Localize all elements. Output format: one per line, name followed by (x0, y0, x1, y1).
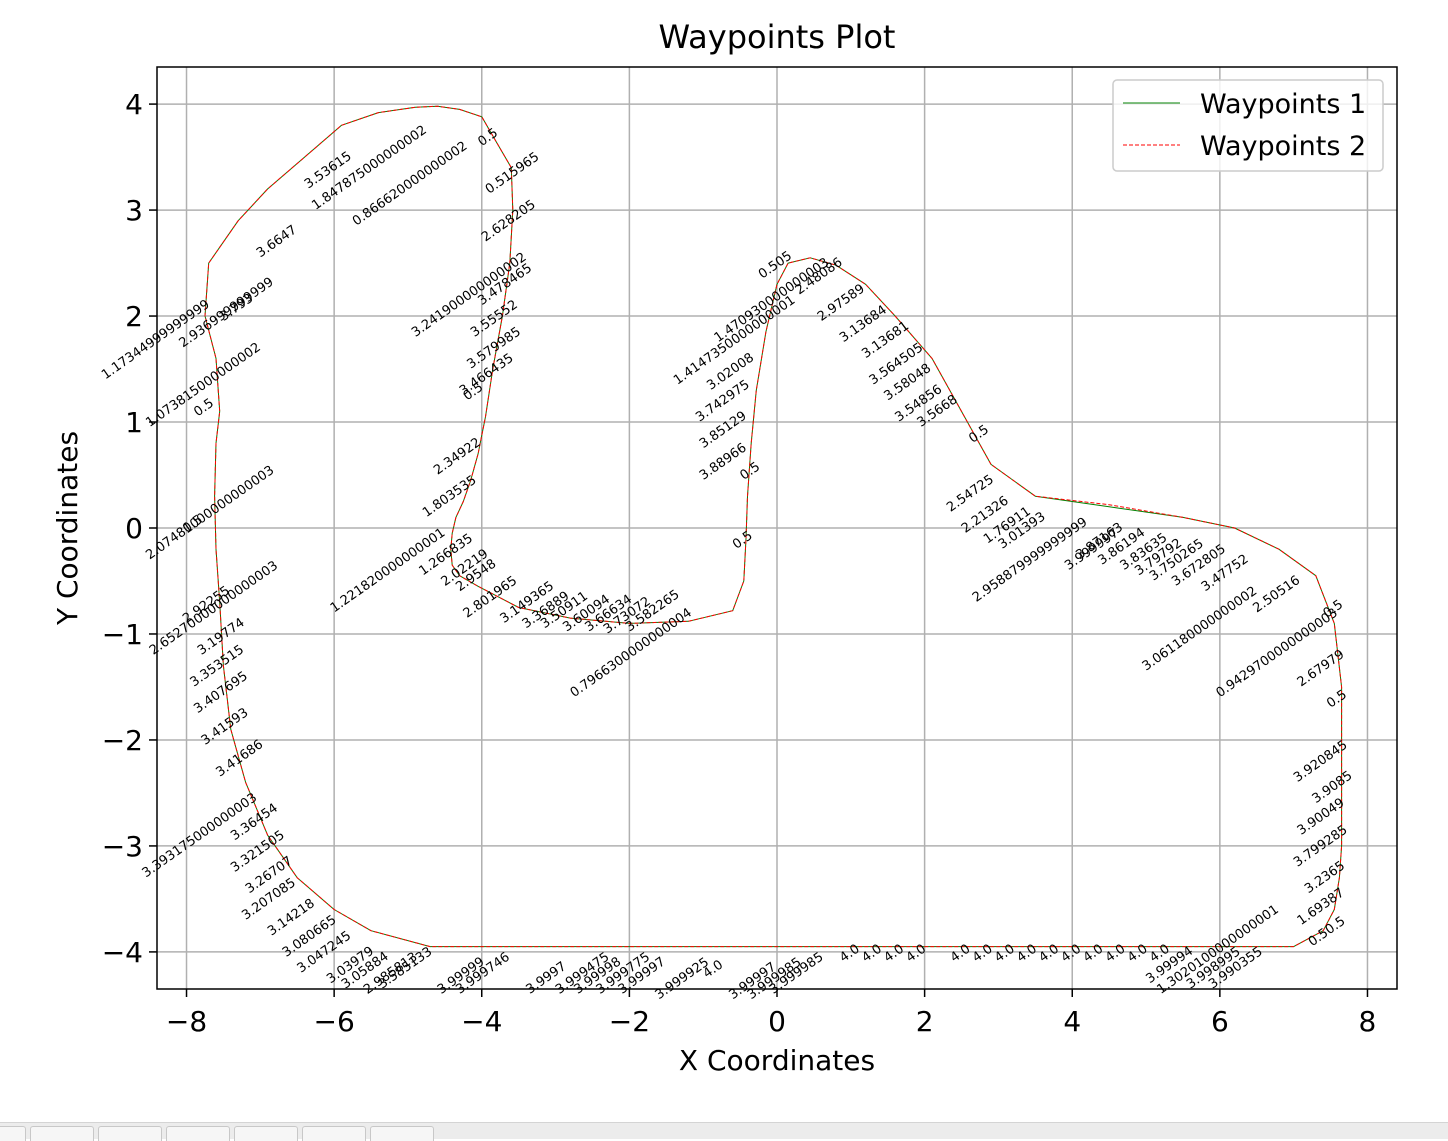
series-line-waypoints-2 (204, 105, 1343, 948)
x-tick-label: 2 (916, 1005, 934, 1038)
legend-label-waypoints-2: Waypoints 2 (1200, 131, 1366, 162)
x-tick-label: 0 (768, 1005, 786, 1038)
chart-title: Waypoints Plot (659, 18, 896, 56)
toolbar-back-button[interactable] (30, 1126, 94, 1141)
y-tick-label: −3 (102, 830, 143, 863)
x-axis-label: X Coordinates (679, 1044, 875, 1077)
x-tick-label: −8 (166, 1005, 207, 1038)
grid-lines (157, 67, 1397, 989)
toolbar-forward-button[interactable] (98, 1126, 162, 1141)
toolbar (0, 1122, 1448, 1141)
y-tick-label: 3 (125, 194, 143, 227)
x-tick-label: 6 (1211, 1005, 1229, 1038)
legend-box (1112, 79, 1384, 172)
toolbar-zoom-button[interactable] (234, 1126, 298, 1141)
x-tick-label: 8 (1359, 1005, 1377, 1038)
x-tick-label: −4 (461, 1005, 502, 1038)
y-tick-label: 2 (125, 300, 143, 333)
toolbar-home-button[interactable] (0, 1126, 26, 1141)
series-layer (204, 105, 1343, 948)
y-tick-label: −1 (102, 618, 143, 651)
legend: Waypoints 1 Waypoints 2 (1112, 79, 1384, 172)
x-tick-label: −6 (314, 1005, 355, 1038)
y-tick-label: 0 (125, 512, 143, 545)
y-tick-label: 1 (125, 406, 143, 439)
y-axis-label: Y Coordinates (51, 431, 84, 626)
axis-ticks: −8 −6 −4 −2 0 2 4 6 8 −4 −3 −2 −1 0 1 2 3 4 (102, 88, 1377, 1038)
legend-label-waypoints-1: Waypoints 1 (1200, 89, 1366, 120)
toolbar-configure-button[interactable] (302, 1126, 366, 1141)
toolbar-pan-button[interactable] (166, 1126, 230, 1141)
x-tick-label: −2 (609, 1005, 650, 1038)
y-tick-label: −2 (102, 724, 143, 757)
toolbar-save-button[interactable] (370, 1126, 434, 1141)
y-tick-label: 4 (125, 88, 143, 121)
y-tick-label: −4 (102, 936, 143, 969)
x-tick-label: 4 (1063, 1005, 1081, 1038)
